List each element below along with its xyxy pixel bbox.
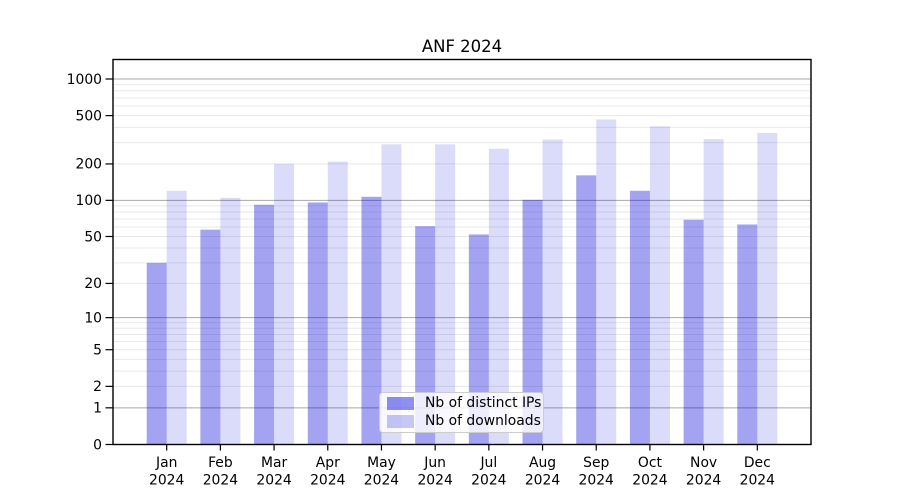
x-tick-label-year: 2024 (740, 473, 776, 489)
x-tick-label-year: 2024 (256, 473, 292, 489)
y-tick-label: 0 (93, 437, 102, 453)
x-tick-label-month: Aug (529, 455, 556, 471)
x-tick-label-year: 2024 (525, 473, 561, 489)
bar-downloads-apr (327, 161, 348, 445)
legend-label-distinct-ips: Nb of distinct IPs (425, 395, 542, 411)
legend-item-downloads: Nb of downloads (387, 414, 543, 429)
bars (146, 119, 778, 445)
x-tick-label-month: Nov (690, 455, 717, 471)
y-tick-label: 20 (84, 276, 102, 292)
bar-distinct-ips-nov (683, 219, 704, 445)
x-tick-label-month: Mar (261, 455, 287, 471)
legend-label-downloads: Nb of downloads (425, 413, 541, 429)
x-tick-label-month: Jun (423, 455, 446, 471)
bar-distinct-ips-dec (737, 224, 758, 445)
y-tick-label: 2 (93, 379, 102, 395)
bar-distinct-ips-feb (200, 229, 221, 445)
bar-downloads-jan (166, 190, 187, 445)
bar-downloads-nov (703, 139, 724, 445)
bar-distinct-ips-mar (254, 204, 275, 445)
y-tick-label: 50 (84, 229, 102, 245)
bar-distinct-ips-may (361, 196, 382, 445)
x-tick-label-month: Jul (479, 455, 497, 471)
x-tick-label-month: Apr (316, 455, 340, 471)
bar-distinct-ips-jul (468, 234, 489, 445)
y-tick-label: 100 (75, 193, 102, 209)
x-tick-label-month: Oct (638, 455, 663, 471)
legend-item-distinct-ips: Nb of distinct IPs (387, 396, 543, 411)
bar-distinct-ips-oct (629, 190, 650, 445)
bar-downloads-feb (220, 197, 241, 445)
x-tick-label-year: 2024 (203, 473, 239, 489)
y-tick-label: 200 (75, 157, 102, 173)
bar-downloads-mar (274, 163, 295, 445)
x-tick-label-month: Sep (583, 455, 609, 471)
legend: Nb of distinct IPs Nb of downloads (379, 392, 544, 433)
x-tick-label-year: 2024 (686, 473, 722, 489)
bar-downloads-sep (596, 119, 617, 445)
bar-downloads-jun (435, 144, 456, 445)
x-tick-label-month: Jan (155, 455, 177, 471)
bar-distinct-ips-jun (415, 226, 436, 445)
chart-title: ANF 2024 (422, 37, 502, 56)
x-tick-label-month: Dec (744, 455, 771, 471)
x-tick-label-month: Feb (208, 455, 233, 471)
x-tick-label-year: 2024 (149, 473, 185, 489)
y-tick-label: 1 (93, 401, 102, 417)
y-tick-label: 500 (75, 108, 102, 124)
bar-distinct-ips-sep (576, 175, 597, 445)
x-tick-label-year: 2024 (579, 473, 615, 489)
x-tick-label-year: 2024 (632, 473, 668, 489)
plot-frame (112, 58, 812, 446)
bar-distinct-ips-apr (307, 202, 328, 445)
legend-swatch-distinct-ips-icon (387, 397, 414, 410)
x-tick-label-year: 2024 (364, 473, 400, 489)
bar-downloads-dec (757, 132, 778, 445)
legend-swatch-downloads-icon (387, 415, 414, 428)
x-tick-label-year: 2024 (310, 473, 346, 489)
bar-distinct-ips-aug (522, 199, 543, 445)
x-tick-label-year: 2024 (417, 473, 453, 489)
bar-downloads-may (381, 144, 402, 445)
axes: 0 1 2 5 10 20 50 100 200 500 1000 Jan 2024 Feb 2024 Mar… (67, 58, 812, 489)
x-tick-label-month: May (367, 455, 396, 471)
bar-downloads-oct (649, 126, 670, 445)
bar-distinct-ips-jan (146, 262, 167, 445)
bar-downloads-jul (488, 148, 509, 445)
x-tick-label-year: 2024 (471, 473, 507, 489)
y-tick-label: 5 (93, 343, 102, 359)
y-tick-label: 10 (84, 310, 102, 326)
bar-downloads-aug (542, 139, 563, 445)
y-tick-label: 1000 (67, 72, 102, 88)
